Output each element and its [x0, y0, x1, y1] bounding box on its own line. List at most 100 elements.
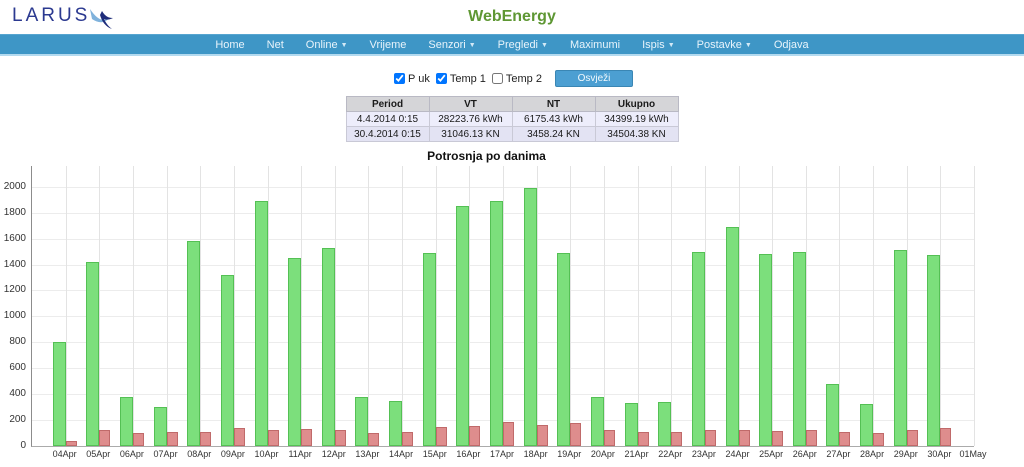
- bar-p-uk: [826, 384, 840, 446]
- nav-item-home[interactable]: Home: [215, 38, 245, 51]
- bar-p-uk: [490, 201, 503, 446]
- summary-table-body: 4.4.2014 0:15 28223.76 kWh 6175.43 kWh 3439…: [345, 111, 679, 142]
- bar-p-uk: [456, 206, 470, 446]
- chevron-down-icon: ▼: [744, 41, 752, 49]
- nav-item-net[interactable]: Net: [266, 38, 284, 51]
- x-gridline: [940, 166, 942, 446]
- x-axis-label: 22Apr: [658, 449, 683, 459]
- x-axis-label: 20Apr: [590, 449, 615, 459]
- table-cell: 34399.19 kWh: [594, 111, 679, 127]
- x-axis-label: 13Apr: [355, 449, 380, 459]
- x-axis-label: 18Apr: [523, 449, 548, 459]
- nav-item-ispis[interactable]: Ispis ▼: [642, 38, 675, 51]
- nav-item-postavke[interactable]: Postavke ▼: [696, 38, 752, 51]
- table-header-period: Period: [345, 96, 430, 112]
- page-header: LARUS WebEnergy: [0, 0, 1024, 34]
- x-axis-label: 12Apr: [321, 449, 346, 459]
- x-gridline: [435, 166, 437, 446]
- nav-item-odjava[interactable]: Odjava: [773, 38, 809, 51]
- summary-table: Period VT NT Ukupno 4.4.2014 0:15 28223.76 k…: [345, 96, 679, 142]
- refresh-button[interactable]: Osvježi: [554, 70, 633, 87]
- nav-item-maximumi[interactable]: Maximumi: [569, 38, 621, 51]
- x-gridline: [368, 166, 370, 446]
- bar-temp-1: [132, 433, 144, 446]
- x-axis-label: 08Apr: [187, 449, 212, 459]
- x-gridline: [65, 166, 67, 446]
- bar-p-uk: [355, 397, 369, 446]
- bar-temp-1: [873, 433, 885, 446]
- x-axis-label: 04Apr: [52, 449, 77, 459]
- x-gridline: [233, 166, 235, 446]
- x-gridline: [603, 166, 605, 446]
- y-axis-label: 1200: [3, 284, 26, 296]
- x-axis-label: 29Apr: [893, 449, 918, 459]
- nav-item-vrijeme[interactable]: Vrijeme: [369, 38, 407, 51]
- x-gridline: [334, 166, 336, 446]
- x-gridline: [166, 166, 168, 446]
- x-axis-label: 26Apr: [792, 449, 817, 459]
- chevron-down-icon: ▼: [667, 41, 675, 49]
- bar-p-uk: [691, 252, 705, 446]
- nav-item-online[interactable]: Online ▼: [305, 38, 348, 51]
- x-gridline: [402, 166, 404, 446]
- bar-p-uk: [389, 401, 403, 446]
- x-axis-label: 09Apr: [220, 449, 245, 459]
- checkbox-input-temp-2[interactable]: [491, 73, 503, 84]
- x-gridline: [974, 166, 975, 446]
- x-axis-label: 25Apr: [759, 449, 784, 459]
- x-axis-label: 06Apr: [119, 449, 144, 459]
- checkbox-group: P uk Temp 1 Temp 2: [391, 73, 545, 85]
- checkbox-temp-1[interactable]: Temp 1: [435, 73, 486, 85]
- bar-p-uk: [288, 258, 302, 446]
- x-axis-label: 24Apr: [725, 449, 750, 459]
- x-axis-label: 17Apr: [489, 449, 515, 459]
- x-axis-label: 05Apr: [86, 449, 111, 459]
- x-gridline: [267, 166, 269, 446]
- checkbox-p-uk[interactable]: P uk: [394, 73, 430, 85]
- bar-p-uk: [624, 403, 638, 446]
- x-gridline: [738, 166, 740, 446]
- table-cell: 34504.38 KN: [594, 126, 679, 142]
- nav-item-senzori[interactable]: Senzori ▼: [428, 38, 476, 51]
- nav-item-pregledi[interactable]: Pregledi ▼: [497, 38, 548, 51]
- x-axis-label: 19Apr: [557, 449, 582, 459]
- y-axis-label: 1400: [3, 258, 26, 270]
- bar-temp-1: [570, 423, 582, 446]
- bar-temp-1: [603, 430, 615, 446]
- x-gridline: [637, 166, 639, 446]
- table-cell: 31046.13 KN: [428, 126, 513, 142]
- table-header-ukupno: Ukupno: [594, 96, 679, 112]
- x-axis-label: 27Apr: [826, 449, 851, 459]
- bar-p-uk: [860, 404, 874, 446]
- x-axis-label: 28Apr: [860, 449, 885, 459]
- bar-temp-1: [368, 433, 380, 446]
- larus-logo: LARUS: [12, 5, 114, 31]
- x-gridline: [536, 166, 538, 446]
- y-axis-label: 600: [9, 362, 26, 374]
- bar-temp-1: [940, 428, 952, 446]
- checkbox-input-p-uk[interactable]: [394, 73, 406, 84]
- nav-bar: Home Net Online ▼ Vrijeme Senzori ▼ Pregledi ▼ Ma…: [0, 34, 1024, 56]
- x-gridline: [772, 166, 774, 446]
- bar-p-uk: [321, 248, 335, 446]
- x-axis-label: 14Apr: [389, 449, 414, 459]
- x-axis-label: 11Apr: [288, 449, 312, 459]
- bar-temp-1: [267, 430, 279, 446]
- chevron-down-icon: ▼: [541, 41, 548, 49]
- table-cell: 3458.24 KN: [511, 126, 596, 142]
- bar-temp-1: [805, 430, 817, 446]
- bar-p-uk: [759, 254, 773, 446]
- table-row: 4.4.2014 0:15 28223.76 kWh 6175.43 kWh 3439…: [345, 111, 679, 127]
- bar-temp-1: [906, 430, 918, 446]
- x-gridline: [132, 166, 134, 446]
- x-gridline: [301, 166, 303, 446]
- checkbox-temp-2[interactable]: Temp 2: [491, 73, 542, 85]
- x-gridline: [503, 166, 504, 446]
- bar-temp-1: [772, 431, 784, 446]
- series-controls: P uk Temp 1 Temp 2 Osvježi: [0, 70, 1024, 87]
- bar-p-uk: [254, 201, 268, 446]
- bar-temp-1: [637, 432, 649, 446]
- bar-p-uk: [725, 227, 739, 446]
- checkbox-input-temp-1[interactable]: [435, 73, 447, 84]
- chart-title: Potrosnja po danima: [427, 149, 546, 163]
